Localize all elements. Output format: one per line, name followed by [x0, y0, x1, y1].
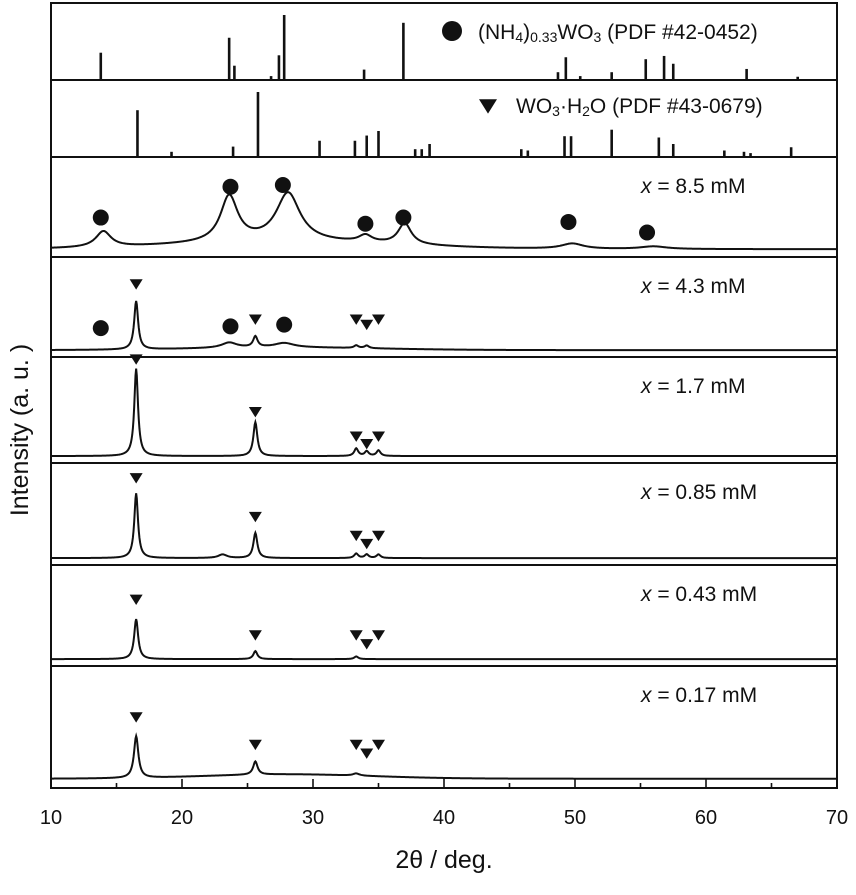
tungsten-oxide-hydrate-marker	[349, 630, 363, 641]
tungsten-oxide-hydrate-marker	[248, 511, 262, 523]
tungsten-oxide-hydrate-marker	[349, 739, 363, 751]
x-tick-label: 50	[564, 807, 586, 829]
ammonium-tungsten-bronze-marker	[92, 320, 109, 337]
ammonium-tungsten-bronze-marker	[274, 177, 291, 193]
tungsten-oxide-hydrate-marker	[129, 594, 143, 606]
y-axis-label: Intensity (a. u. )	[6, 344, 34, 516]
diffraction-curve	[51, 618, 837, 661]
ammonium-tungsten-bronze-marker	[357, 215, 374, 232]
tungsten-oxide-hydrate-marker	[248, 407, 262, 418]
x-tick-label: 20	[171, 807, 193, 829]
tungsten-oxide-hydrate-marker	[360, 438, 374, 450]
diffraction-pattern-2: x = 4.3 mM	[51, 275, 837, 352]
tungsten-oxide-hydrate-marker	[372, 739, 385, 751]
tungsten-oxide-hydrate-marker	[349, 314, 363, 325]
diffraction-pattern-6: x = 0.17 mM	[50, 684, 837, 780]
diffraction-pattern-3: x = 1.7 mM	[51, 354, 837, 458]
series-label: x = 0.43 mM	[640, 583, 757, 606]
ammonium-tungsten-bronze-marker	[442, 21, 462, 41]
diffraction-curve	[50, 191, 837, 251]
ammonium-tungsten-bronze-marker	[222, 318, 239, 335]
x-tick-label: 30	[302, 807, 324, 829]
tungsten-oxide-hydrate-marker	[360, 319, 374, 331]
tungsten-oxide-hydrate-marker	[349, 530, 363, 542]
ammonium-tungsten-bronze-marker	[222, 178, 239, 195]
ammonium-tungsten-bronze-marker	[276, 316, 293, 333]
tungsten-oxide-hydrate-marker	[129, 473, 143, 484]
diffraction-curve	[51, 493, 837, 560]
tungsten-oxide-hydrate-marker	[248, 314, 262, 325]
reference-pattern-2: WO3·H2O (PDF #43-0679)	[136, 92, 793, 157]
tungsten-oxide-hydrate-marker	[360, 538, 374, 550]
series-label: x = 0.17 mM	[640, 684, 757, 707]
ammonium-tungsten-bronze-marker	[639, 224, 656, 241]
x-tick-label: 40	[433, 807, 455, 829]
tungsten-oxide-hydrate-marker	[129, 279, 143, 290]
x-axis-label: 2θ / deg.	[395, 846, 492, 874]
tungsten-oxide-hydrate-marker	[372, 314, 385, 325]
series-label: x = 1.7 mM	[640, 375, 745, 398]
panels: (NH4)0.33WO3 (PDF #42-0452) WO3·H2O (PDF …	[50, 15, 837, 780]
diffraction-pattern-5: x = 0.43 mM	[51, 583, 837, 661]
diffraction-curve	[51, 300, 837, 352]
series-label: x = 8.5 mM	[640, 175, 745, 198]
x-tick-label: 60	[695, 807, 717, 829]
diffraction-pattern-1: x = 8.5 mM	[50, 175, 837, 251]
x-tick-label: 10	[40, 807, 62, 829]
diffraction-curve	[51, 368, 837, 458]
x-axis: 10 20 30 40 50 60 70	[40, 779, 848, 829]
tungsten-oxide-hydrate-marker	[129, 712, 143, 723]
ammonium-tungsten-bronze-marker	[92, 209, 109, 226]
tungsten-oxide-hydrate-marker	[248, 630, 262, 641]
series-label: x = 0.85 mM	[640, 481, 757, 504]
diffraction-pattern-4: x = 0.85 mM	[51, 473, 837, 560]
ammonium-tungsten-bronze-marker	[395, 209, 412, 226]
series-label: x = 4.3 mM	[640, 275, 745, 298]
tungsten-oxide-hydrate-marker	[248, 739, 262, 751]
tungsten-oxide-hydrate-marker	[129, 354, 143, 365]
tungsten-oxide-hydrate-marker	[372, 431, 385, 442]
tungsten-oxide-hydrate-marker	[372, 630, 385, 641]
tungsten-oxide-hydrate-marker	[360, 748, 374, 759]
x-tick-label: 70	[826, 807, 848, 829]
reference-label: (NH4)0.33WO3 (PDF #42-0452)	[478, 21, 758, 45]
tungsten-oxide-hydrate-marker	[479, 99, 497, 114]
reference-label: WO3·H2O (PDF #43-0679)	[516, 95, 763, 119]
ammonium-tungsten-bronze-marker	[560, 213, 577, 230]
diffraction-curve	[50, 732, 837, 780]
tungsten-oxide-hydrate-marker	[349, 431, 363, 442]
tungsten-oxide-hydrate-marker	[360, 639, 374, 650]
tungsten-oxide-hydrate-marker	[372, 530, 385, 542]
reference-pattern-1: (NH4)0.33WO3 (PDF #42-0452)	[99, 15, 800, 80]
